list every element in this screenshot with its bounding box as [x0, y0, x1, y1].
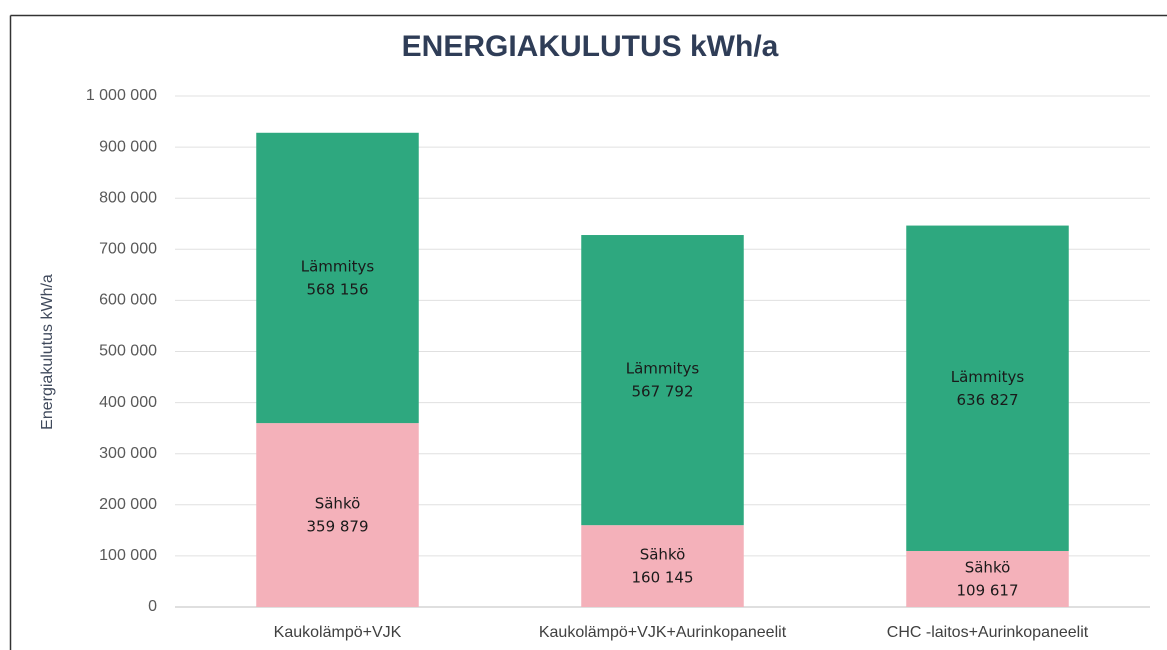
- bar-segment: [906, 225, 1069, 551]
- segment-name: Lämmitys: [301, 257, 375, 275]
- y-tick-label: 0: [148, 598, 157, 615]
- x-tick-label: Kaukolämpö+VJK+Aurinkopaneelit: [539, 624, 787, 641]
- segment-name: Lämmitys: [951, 368, 1025, 386]
- bar-segment: [906, 550, 1069, 607]
- y-tick-label: 400 000: [99, 394, 157, 411]
- segment-value: 636 827: [956, 391, 1018, 409]
- y-tick-label: 300 000: [99, 445, 157, 462]
- segment-value: 567 792: [631, 383, 693, 401]
- segment-value: 160 145: [631, 569, 693, 587]
- segment-value: 568 156: [306, 280, 368, 298]
- y-tick-label: 1 000 000: [86, 87, 157, 104]
- bar-segment: [256, 423, 419, 607]
- y-tick-label: 600 000: [99, 292, 157, 309]
- y-tick-label: 700 000: [99, 241, 157, 258]
- bar-segment: [256, 132, 419, 424]
- y-tick-label: 200 000: [99, 496, 157, 513]
- y-tick-label: 500 000: [99, 343, 157, 360]
- y-tick-label: 900 000: [99, 138, 157, 155]
- x-tick-label: CHC -laitos+Aurinkopaneelit: [887, 624, 1089, 641]
- segment-name: Sähkö: [640, 546, 686, 564]
- segment-name: Sähkö: [315, 495, 361, 513]
- y-axis-label: Energiakulutus kWh/a: [39, 274, 56, 430]
- segment-value: 109 617: [956, 581, 1018, 599]
- bar-segment: [581, 235, 744, 526]
- segment-name: Sähkö: [965, 558, 1011, 576]
- bar-segment: [581, 525, 744, 607]
- segment-name: Lämmitys: [626, 360, 700, 378]
- y-tick-label: 800 000: [99, 189, 157, 206]
- chart-title: ENERGIAKULUTUS kWh/a: [402, 30, 779, 63]
- x-tick-label: Kaukolämpö+VJK: [274, 624, 402, 641]
- y-tick-label: 100 000: [99, 547, 157, 564]
- segment-value: 359 879: [306, 518, 368, 536]
